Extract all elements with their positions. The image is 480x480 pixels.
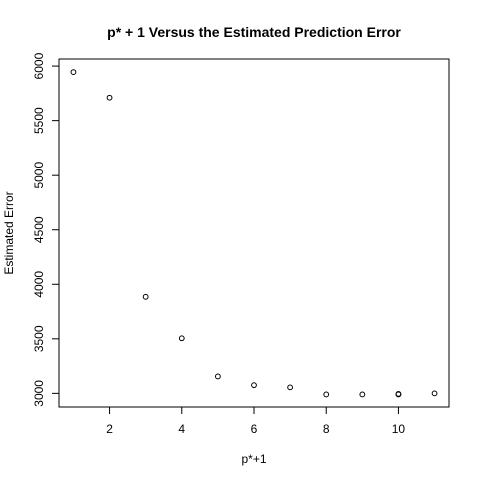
data-point	[106, 94, 113, 101]
y-tick-label: 4000	[32, 271, 46, 298]
data-point	[178, 335, 185, 342]
data-point	[395, 391, 402, 398]
x-tick-label: 2	[106, 422, 113, 436]
data-point	[287, 384, 294, 391]
x-axis-label: p*+1	[241, 452, 266, 466]
x-tick-label: 4	[178, 422, 185, 436]
data-point	[323, 391, 330, 398]
y-axis-label: Estimated Error	[2, 191, 16, 274]
y-tick-label: 3000	[32, 380, 46, 407]
y-axis: 3000 3500 4000 4500 5000 5500 6000	[32, 52, 59, 407]
x-tick-label: 8	[323, 422, 330, 436]
data-points	[70, 69, 438, 398]
data-point	[251, 382, 257, 389]
y-tick-label: 4500	[32, 216, 46, 243]
plot-frame	[58, 58, 450, 408]
data-point	[359, 391, 366, 398]
y-tick-label: 5500	[32, 107, 46, 134]
data-point	[214, 373, 221, 380]
x-axis: 2 4 6 8 10	[106, 407, 405, 436]
chart-title: p* + 1 Versus the Estimated Prediction E…	[107, 24, 401, 40]
x-tick-label: 10	[392, 422, 406, 436]
y-tick-label: 5000	[32, 162, 46, 189]
data-point	[142, 293, 149, 300]
data-point	[70, 69, 77, 75]
y-tick-label: 3500	[32, 325, 46, 352]
data-point	[431, 390, 438, 397]
x-tick-label: 6	[251, 422, 258, 436]
y-tick-label: 6000	[32, 52, 46, 79]
